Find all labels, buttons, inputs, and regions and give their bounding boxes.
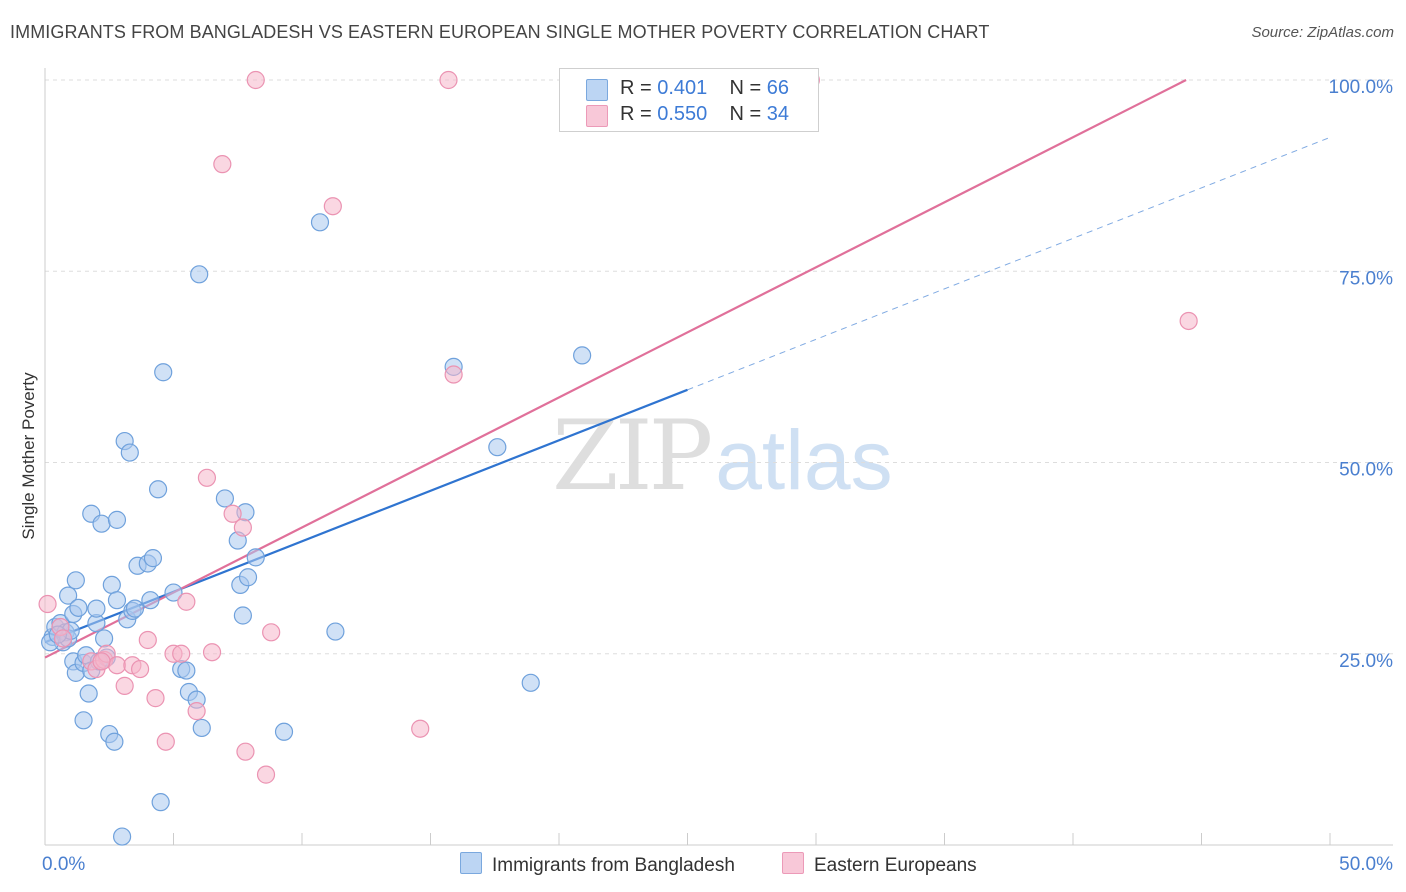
data-point-bangladesh <box>233 606 252 625</box>
data-point-bangladesh <box>154 363 173 382</box>
legend-swatch-blue <box>460 852 482 874</box>
legend-swatch-pink <box>782 852 804 874</box>
data-point-bangladesh <box>74 711 93 730</box>
chart-title: IMMIGRANTS FROM BANGLADESH VS EASTERN EU… <box>10 22 990 42</box>
data-point-bangladesh <box>95 629 114 648</box>
data-point-eastern-european <box>38 594 57 614</box>
y-tick-label: 100.0% <box>1329 77 1394 98</box>
grid-lines <box>45 79 1393 655</box>
data-point-eastern-european <box>223 504 242 523</box>
data-point-bangladesh <box>521 673 540 692</box>
data-point-bangladesh <box>164 583 183 602</box>
data-point-bangladesh <box>102 575 121 595</box>
data-point-bangladesh <box>215 489 234 508</box>
legend-r-value: 0.550 <box>657 103 708 125</box>
series-bangladesh-points <box>41 213 592 846</box>
data-point-bangladesh <box>238 568 258 587</box>
data-point-eastern-european <box>138 630 157 650</box>
data-point-bangladesh <box>69 598 88 617</box>
data-point-bangladesh <box>573 346 592 365</box>
legend-n-value: 34 <box>766 103 790 125</box>
data-point-bangladesh <box>310 213 330 232</box>
data-point-bangladesh <box>190 265 209 284</box>
data-point-eastern-european <box>130 659 150 679</box>
data-point-eastern-european <box>213 155 232 174</box>
watermark-atlas: atlas <box>715 413 893 507</box>
data-point-bangladesh <box>125 599 145 618</box>
legend-n-label: N = <box>729 77 762 99</box>
data-point-eastern-european <box>411 719 430 738</box>
data-point-bangladesh <box>66 571 85 590</box>
data-point-eastern-european <box>323 197 342 216</box>
series-eastern-european-points <box>38 70 1198 784</box>
trend-lines <box>44 79 1331 659</box>
trend-line-eastern-european <box>44 79 1187 659</box>
data-point-bangladesh <box>112 827 132 846</box>
data-point-eastern-european <box>107 656 127 675</box>
data-point-eastern-european <box>53 629 73 648</box>
data-point-eastern-european <box>115 676 134 695</box>
data-point-eastern-european <box>92 652 111 671</box>
data-point-bangladesh <box>141 591 160 610</box>
data-point-bangladesh <box>79 684 98 703</box>
data-point-eastern-european <box>156 732 175 751</box>
y-tick-label: 75.0% <box>1339 268 1393 289</box>
data-point-eastern-european <box>233 518 252 537</box>
correlation-legend: R = 0.401 N = 66 R = 0.550 N = 34 <box>559 68 819 132</box>
data-point-eastern-european <box>202 643 222 662</box>
legend-r-label: R = <box>620 103 652 125</box>
trend-line-bangladesh-extension <box>687 136 1331 391</box>
x-tick-label: 0.0% <box>42 854 85 875</box>
legend-label-bangladesh: Immigrants from Bangladesh <box>492 855 735 876</box>
axes <box>44 68 1393 846</box>
x-tick-label: 50.0% <box>1339 854 1393 875</box>
data-point-eastern-european <box>246 70 265 90</box>
legend-swatch-pink <box>586 105 608 127</box>
legend-swatch-blue <box>586 79 608 101</box>
data-point-eastern-european <box>172 644 191 663</box>
legend-r-label: R = <box>620 77 652 99</box>
data-point-eastern-european <box>444 365 463 384</box>
data-point-eastern-european <box>187 702 206 721</box>
data-point-bangladesh <box>105 732 124 751</box>
data-point-bangladesh <box>274 722 294 741</box>
y-axis-label: Single Mother Poverty <box>19 372 38 540</box>
data-point-bangladesh <box>488 438 507 457</box>
legend-label-eastern-european: Eastern Europeans <box>814 855 977 876</box>
source-credit: Source: ZipAtlas.com <box>1251 24 1394 41</box>
data-point-bangladesh <box>107 591 127 610</box>
data-point-eastern-european <box>439 70 458 90</box>
data-point-bangladesh <box>151 793 170 812</box>
data-point-eastern-european <box>262 623 281 642</box>
watermark-zip: ZIP <box>552 400 713 512</box>
data-point-eastern-european <box>146 689 165 708</box>
series-legend: Immigrants from Bangladesh Eastern Europ… <box>0 852 1406 878</box>
data-point-bangladesh <box>177 661 196 680</box>
data-point-bangladesh <box>120 443 139 462</box>
data-point-bangladesh <box>92 514 111 533</box>
y-tick-label: 25.0% <box>1339 651 1393 672</box>
data-point-bangladesh <box>148 480 168 499</box>
data-point-bangladesh <box>246 548 265 567</box>
y-tick-label: 50.0% <box>1339 460 1393 481</box>
tick-labels: 25.0% 50.0% 75.0% 100.0% 0.0% 50.0% <box>42 77 1393 875</box>
data-point-bangladesh <box>326 622 345 641</box>
data-point-eastern-european <box>236 742 255 761</box>
data-point-eastern-european <box>1179 311 1198 331</box>
legend-r-value: 0.401 <box>657 77 708 99</box>
legend-item-eastern-european: Eastern Europeans <box>782 852 977 877</box>
data-point-bangladesh <box>87 599 106 618</box>
legend-item-bangladesh: Immigrants from Bangladesh <box>460 852 735 877</box>
watermark: ZIPatlas <box>552 400 893 512</box>
data-point-bangladesh <box>59 586 78 605</box>
data-point-eastern-european <box>197 468 217 487</box>
data-point-eastern-european <box>177 592 196 611</box>
data-point-bangladesh <box>143 549 163 568</box>
legend-n-label: N = <box>729 103 762 125</box>
data-point-eastern-european <box>256 765 276 784</box>
legend-n-value: 66 <box>766 77 790 99</box>
data-point-bangladesh <box>107 510 127 529</box>
data-point-bangladesh <box>192 718 211 738</box>
